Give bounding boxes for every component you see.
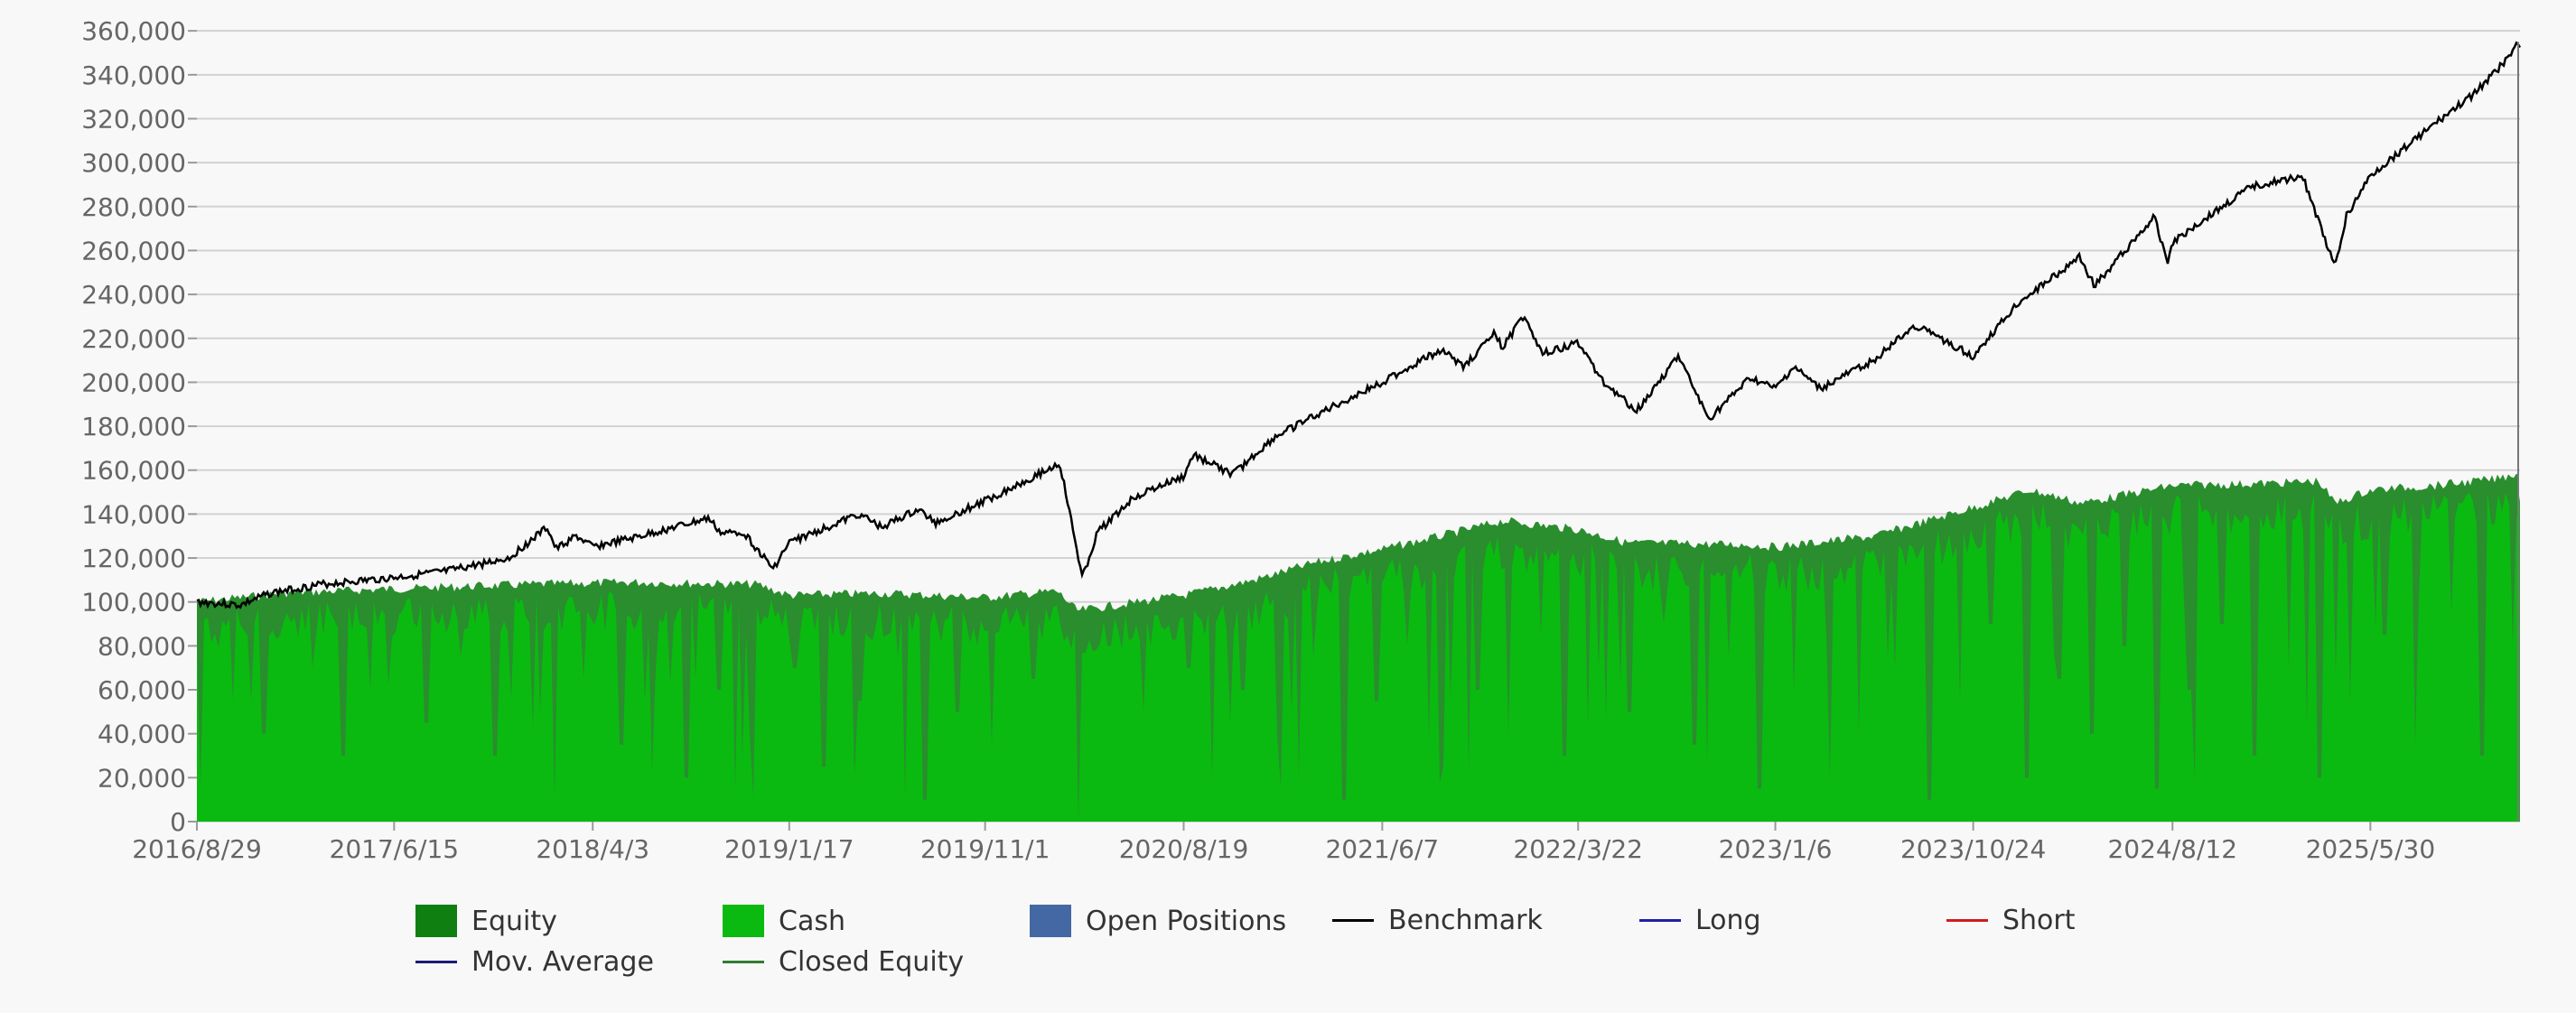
legend-item[interactable]: Benchmark (1332, 905, 1543, 936)
legend-line-swatch (1946, 919, 1988, 922)
legend-label: Long (1695, 905, 1761, 936)
x-tick-label: 2023/1/6 (1719, 834, 1833, 864)
legend-label: Open Positions (1086, 905, 1287, 937)
y-tick-label: 260,000 (81, 236, 186, 265)
equity-chart: 0 20,000 40,000 60,000 80,000 100,000 120,000 1… (81, 16, 2522, 864)
x-tick-label: 2018/4/3 (536, 834, 649, 864)
y-tick-label: 240,000 (81, 280, 186, 310)
legend-line-swatch (1332, 919, 1374, 922)
y-tick-label: 40,000 (98, 720, 186, 749)
y-tick-label: 300,000 (81, 148, 186, 178)
y-axis: 0 20,000 40,000 60,000 80,000 100,000 120,000 1… (81, 16, 197, 837)
legend-item[interactable]: Closed Equity (723, 946, 964, 978)
y-tick-label: 340,000 (81, 60, 186, 90)
legend-label: Equity (471, 905, 557, 937)
cash-area (197, 490, 2520, 822)
y-tick-label: 60,000 (98, 675, 186, 705)
legend-line-swatch (723, 961, 764, 963)
chart-legend: Equity Cash Open Positions Benchmark Long Sho… (415, 905, 2403, 1004)
legend-label: Benchmark (1388, 905, 1543, 936)
y-tick-label: 200,000 (81, 367, 186, 397)
y-tick-label: 20,000 (98, 763, 186, 793)
y-tick-label: 280,000 (81, 192, 186, 222)
equity-area-layer (197, 473, 2520, 822)
y-tick-label: 180,000 (81, 412, 186, 441)
legend-label: Cash (779, 905, 845, 937)
legend-swatch (415, 905, 457, 937)
x-tick-label: 2019/11/1 (920, 834, 1050, 864)
x-axis: 2016/8/29 2017/6/15 2018/4/3 2019/1/17 2019/… (132, 822, 2435, 864)
legend-swatch (723, 905, 764, 937)
y-tick-label: 80,000 (98, 631, 186, 661)
legend-item[interactable]: Long (1639, 905, 1761, 936)
x-tick-label: 2023/10/24 (1900, 834, 2046, 864)
x-tick-label: 2017/6/15 (330, 834, 460, 864)
legend-swatch (1030, 905, 1071, 937)
y-tick-label: 0 (170, 807, 186, 837)
legend-label: Mov. Average (471, 946, 654, 978)
legend-item[interactable]: Open Positions (1030, 905, 1286, 937)
legend-line-swatch (415, 961, 457, 963)
y-tick-label: 100,000 (81, 588, 186, 618)
y-tick-label: 360,000 (81, 16, 186, 46)
legend-line-swatch (1639, 919, 1681, 922)
y-tick-label: 120,000 (81, 544, 186, 573)
y-tick-label: 140,000 (81, 499, 186, 529)
legend-item[interactable]: Short (1946, 905, 2076, 936)
x-tick-label: 2016/8/29 (132, 834, 262, 864)
x-tick-label: 2020/8/19 (1119, 834, 1249, 864)
legend-label: Short (2002, 905, 2076, 936)
x-tick-label: 2024/8/12 (2107, 834, 2237, 864)
x-tick-label: 2021/6/7 (1325, 834, 1439, 864)
benchmark-line (196, 41, 2522, 609)
x-tick-label: 2022/3/22 (1513, 834, 1643, 864)
x-tick-label: 2019/1/17 (724, 834, 854, 864)
legend-item[interactable]: Cash (723, 905, 845, 937)
legend-item[interactable]: Equity (415, 905, 557, 937)
x-tick-label: 2025/5/30 (2306, 834, 2436, 864)
y-tick-label: 320,000 (81, 104, 186, 134)
legend-label: Closed Equity (779, 946, 965, 978)
legend-item[interactable]: Mov. Average (415, 946, 654, 978)
benchmark-line-layer (196, 41, 2522, 822)
y-tick-label: 220,000 (81, 324, 186, 354)
y-tick-label: 160,000 (81, 456, 186, 486)
